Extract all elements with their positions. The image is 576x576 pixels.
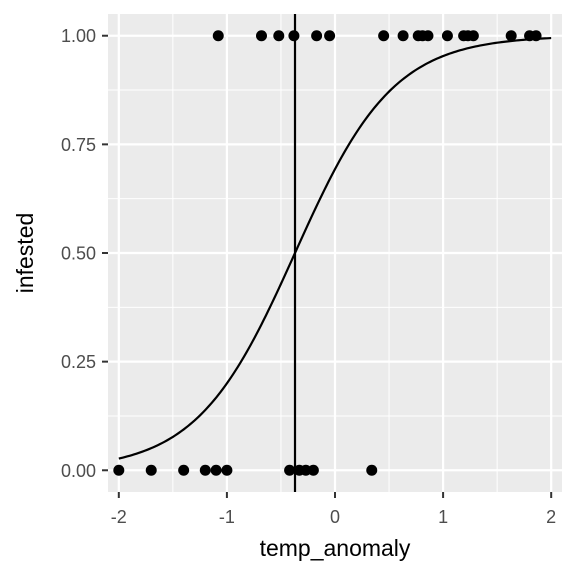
x-axis: -2 -1 0 1 2 xyxy=(111,492,556,527)
data-point xyxy=(284,464,296,476)
data-point xyxy=(422,30,434,42)
data-point xyxy=(273,30,285,42)
data-point xyxy=(397,30,409,42)
y-axis: 0.00 0.25 0.50 0.75 1.00 xyxy=(61,26,108,481)
y-tick-label: 0.50 xyxy=(61,244,96,264)
data-point xyxy=(300,464,312,476)
data-point xyxy=(378,30,390,42)
data-point xyxy=(210,464,222,476)
y-tick-label: 0.00 xyxy=(61,461,96,481)
data-point xyxy=(311,30,323,42)
x-tick-label: 0 xyxy=(330,507,340,527)
y-tick-label: 0.75 xyxy=(61,135,96,155)
data-point xyxy=(324,30,336,42)
curve-layer xyxy=(118,36,552,460)
x-tick-label: -1 xyxy=(219,507,235,527)
data-point xyxy=(467,30,479,42)
logistic-curve xyxy=(118,36,552,460)
data-point xyxy=(221,464,233,476)
data-point xyxy=(366,464,378,476)
y-axis-title: infested xyxy=(12,213,38,294)
data-point xyxy=(199,464,211,476)
y-tick-label: 0.25 xyxy=(61,352,96,372)
data-point xyxy=(441,30,453,42)
data-point xyxy=(530,30,542,42)
data-point xyxy=(212,30,224,42)
data-point xyxy=(307,464,319,476)
data-point xyxy=(505,30,517,42)
grid-major xyxy=(108,14,562,492)
data-point xyxy=(178,464,190,476)
data-point xyxy=(113,464,125,476)
x-tick-label: 2 xyxy=(546,507,556,527)
data-point xyxy=(145,464,157,476)
x-axis-title: temp_anomaly xyxy=(260,535,411,561)
points-layer xyxy=(113,30,542,476)
y-tick-label: 1.00 xyxy=(61,26,96,46)
x-tick-label: -2 xyxy=(111,507,127,527)
data-point xyxy=(255,30,267,42)
data-point xyxy=(288,30,300,42)
x-tick-label: 1 xyxy=(438,507,448,527)
